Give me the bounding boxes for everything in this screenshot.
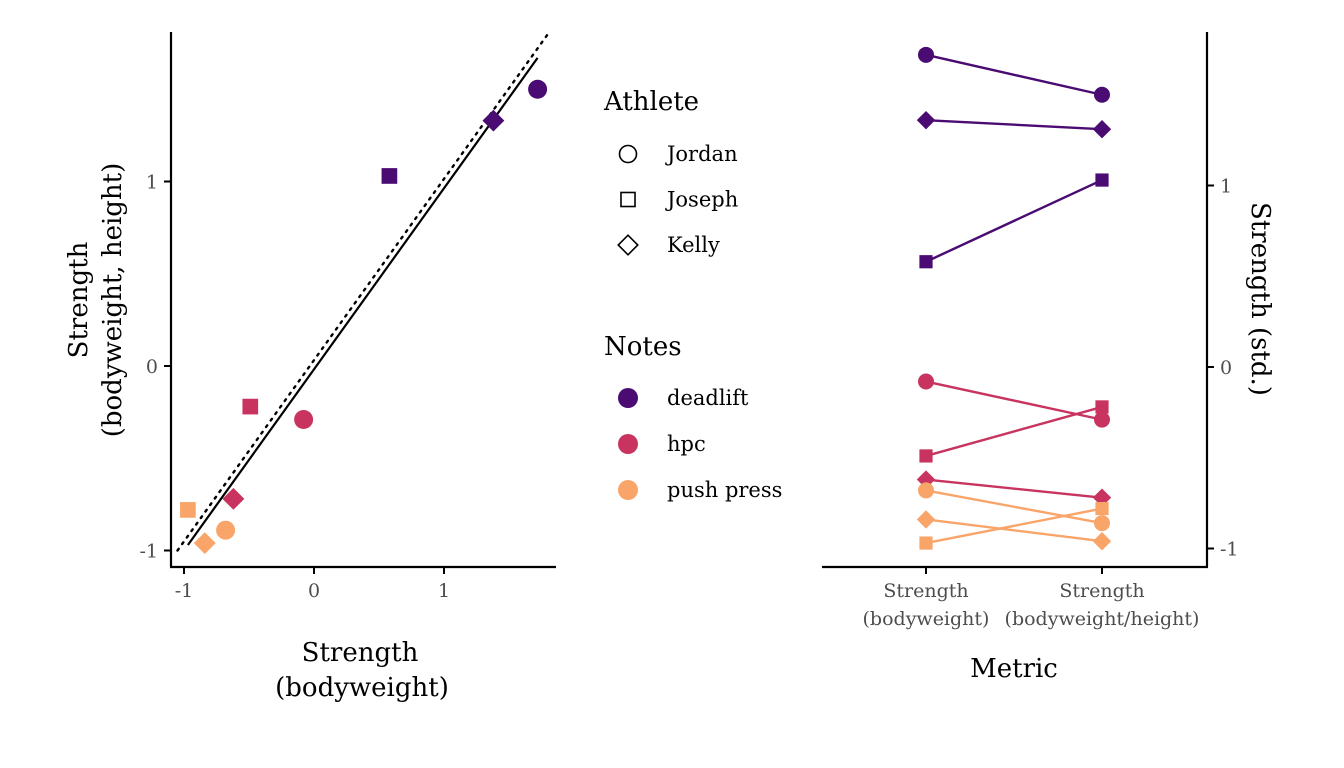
slope-point-kelly-push-press	[1092, 532, 1112, 551]
slope-panel: -1 0 1 Strength (bodyweight) Strength (bodywe…	[822, 32, 1275, 684]
slope-line-joseph-push-press	[925, 507, 1103, 545]
slope-point-joseph-hpc	[919, 449, 933, 463]
slope-y-tick-label: 0	[1220, 357, 1232, 379]
slope-lines	[925, 53, 1103, 545]
legend-notes-items: deadlift hpc push press	[618, 386, 782, 502]
slope-point-jordan-hpc	[1094, 411, 1110, 428]
slope-point-jordan-deadlift	[1094, 86, 1110, 103]
legend-athlete-items: Jordan Joseph Kelly	[617, 142, 738, 257]
legend-square-icon	[620, 191, 636, 208]
slope-x-ticks: Strength (bodyweight) Strength (bodyweight/…	[863, 567, 1200, 630]
slope-line-joseph-hpc	[925, 405, 1103, 458]
scatter-y-title-line2: (bodyweight, height)	[98, 163, 128, 438]
scatter-point-joseph-hpc	[242, 398, 259, 415]
slope-line-jordan-hpc	[925, 380, 1103, 421]
scatter-points	[180, 79, 548, 555]
slope-points	[916, 46, 1112, 551]
legend-athlete-title: Athlete	[603, 87, 699, 117]
scatter-y-ticks: -1 0 1	[139, 172, 171, 563]
scatter-x-ticks: -1 0 1	[175, 567, 450, 602]
scatter-point-kelly-hpc	[222, 487, 245, 510]
slope-point-joseph-push-press	[919, 536, 933, 550]
legend: Athlete Jordan Joseph Kelly Notes deadlift…	[603, 87, 782, 502]
legend-color-swatch-icon	[618, 434, 638, 454]
slope-line-joseph-deadlift	[925, 178, 1103, 263]
legend-color-swatch-icon	[618, 388, 638, 408]
legend-athlete-label: Jordan	[665, 142, 738, 166]
slope-x-tick-label-line1: Strength	[883, 580, 968, 602]
legend-athlete-label: Joseph	[665, 188, 738, 212]
scatter-x-title-line2: (bodyweight)	[275, 673, 449, 703]
slope-point-jordan-deadlift	[918, 46, 934, 63]
scatter-x-tick-label: 0	[308, 580, 320, 602]
legend-notes-title: Notes	[604, 332, 682, 362]
scatter-point-kelly-deadlift	[482, 109, 505, 132]
scatter-point-kelly-push-press	[193, 532, 216, 555]
slope-line-kelly-hpc	[925, 478, 1103, 499]
slope-y-tick-label: 1	[1220, 176, 1232, 198]
slope-y-tick-label: -1	[1220, 539, 1239, 561]
scatter-y-tick-label: 0	[146, 356, 158, 378]
scatter-point-jordan-push-press	[216, 520, 236, 540]
slope-point-jordan-push-press	[1094, 515, 1110, 532]
scatter-y-title-line1: Strength	[64, 241, 94, 358]
scatter-point-jordan-deadlift	[528, 79, 548, 99]
fit-line	[187, 57, 539, 546]
scatter-x-tick-label: 1	[438, 580, 450, 602]
legend-notes-label: hpc	[667, 432, 706, 456]
slope-point-joseph-deadlift	[919, 255, 933, 269]
slope-y-title-text: Strength (std.)	[1245, 202, 1275, 396]
slope-x-tick-label-line1: Strength	[1059, 580, 1144, 602]
slope-line-jordan-deadlift	[925, 53, 1103, 96]
legend-circle-icon	[618, 144, 638, 164]
legend-notes-label: deadlift	[667, 386, 749, 410]
slope-x-title: Metric	[970, 654, 1058, 684]
slope-point-kelly-push-press	[916, 510, 936, 529]
scatter-point-joseph-deadlift	[381, 168, 398, 184]
slope-line-kelly-deadlift	[925, 118, 1103, 131]
slope-point-joseph-deadlift	[1095, 173, 1109, 187]
slope-point-kelly-deadlift	[1092, 120, 1112, 139]
legend-color-swatch-icon	[618, 480, 638, 500]
slope-point-joseph-push-press	[1095, 501, 1109, 516]
scatter-x-tick-label: -1	[175, 580, 194, 602]
slope-y-ticks: -1 0 1	[1207, 176, 1239, 561]
legend-diamond-icon	[617, 234, 639, 256]
slope-point-jordan-hpc	[918, 373, 934, 390]
scatter-y-tick-label: -1	[139, 541, 158, 563]
slope-line-jordan-push-press	[925, 489, 1103, 525]
slope-point-joseph-hpc	[1095, 400, 1109, 414]
slope-x-tick-label-line2: (bodyweight)	[863, 608, 990, 630]
scatter-y-tick-label: 1	[146, 172, 158, 194]
slope-point-jordan-push-press	[918, 482, 934, 499]
slope-line-kelly-push-press	[925, 518, 1103, 543]
slope-point-kelly-deadlift	[916, 110, 936, 130]
slope-x-tick-label-line2: (bodyweight/height)	[1005, 608, 1200, 630]
scatter-x-title-line1: Strength	[302, 638, 419, 668]
legend-notes-label: push press	[667, 478, 782, 502]
scatter-point-joseph-push-press	[180, 502, 196, 518]
scatter-point-jordan-hpc	[294, 410, 314, 430]
scatter-panel: -1 0 1 -1 0 1 Strength (bodyweight) Strength…	[64, 32, 556, 703]
legend-athlete-label: Kelly	[667, 233, 720, 257]
scatter-y-title: Strength (bodyweight, height)	[64, 163, 128, 438]
slope-y-title: Strength (std.)	[1245, 202, 1275, 396]
